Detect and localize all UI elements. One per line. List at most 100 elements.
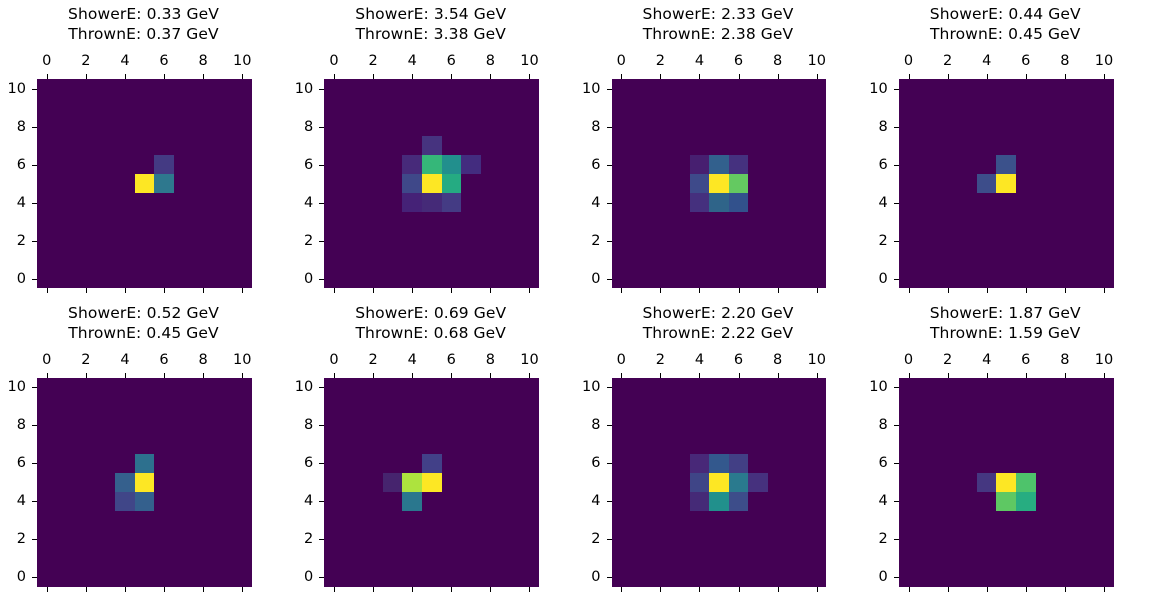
y-tick	[893, 387, 899, 388]
y-tick	[893, 202, 899, 204]
x-tick-bottom	[412, 288, 414, 293]
y-tick	[893, 501, 899, 502]
x-tick	[621, 74, 623, 79]
heatmap-cell	[500, 79, 520, 98]
y-tick-label: 8	[591, 118, 601, 135]
heatmap-cell	[134, 491, 155, 511]
y-tick-label: 0	[878, 569, 888, 585]
heatmap-cell	[37, 155, 57, 174]
heatmap-cell	[480, 269, 501, 288]
heatmap-cell	[1035, 453, 1056, 473]
heatmap-cell	[767, 212, 788, 231]
heatmap-cell	[232, 567, 252, 587]
heatmap-cell	[343, 269, 364, 288]
x-tick	[242, 74, 244, 79]
heatmap-cell	[421, 510, 442, 530]
x-tick-bottom	[986, 288, 988, 293]
heatmap-cell	[1016, 155, 1036, 174]
shower-energy-label: ShowerE: 3.54 GeV	[355, 5, 507, 23]
shower-panel: ShowerE: 0.52 GeV ThrownE: 0.45 GeV 0 2 4 6 8 1…	[0, 299, 287, 597]
heatmap-cell	[363, 155, 383, 174]
heatmap-cell	[748, 548, 768, 568]
x-tick	[738, 372, 740, 378]
panel-title: ShowerE: 3.54 GeV ThrownE: 3.38 GeV	[287, 4, 574, 44]
heatmap-cell	[500, 415, 520, 435]
heatmap-cell	[898, 250, 919, 269]
heatmap-cell	[918, 377, 938, 397]
y-tick	[606, 501, 612, 502]
heatmap-cell	[1035, 491, 1056, 511]
x-tick-bottom	[490, 586, 492, 592]
x-tick-label: 2	[942, 53, 953, 69]
heatmap-cell	[500, 193, 520, 212]
heatmap-cell	[748, 510, 768, 530]
heatmap-cell	[324, 250, 344, 269]
heatmap-cell	[363, 79, 383, 98]
heatmap-cell	[937, 529, 958, 549]
heatmap-cell	[480, 529, 501, 549]
y-tick-label: 6	[591, 455, 601, 471]
heatmap-cell	[519, 79, 540, 98]
x-tick-label: 8	[485, 53, 495, 69]
heatmap-cell	[441, 548, 462, 568]
x-tick-bottom	[46, 288, 48, 293]
x-tick-label: 2	[655, 351, 665, 368]
heatmap-cell	[1094, 510, 1114, 530]
x-tick-bottom	[777, 586, 779, 592]
heatmap-cell	[363, 491, 383, 511]
x-tick-bottom	[85, 586, 87, 592]
heatmap-cell	[193, 491, 213, 511]
heatmap-cell	[767, 529, 788, 549]
heatmap-cell	[976, 231, 997, 250]
heatmap-cell	[1016, 269, 1036, 288]
y-tick-label: 0	[591, 270, 601, 287]
heatmap-cell	[670, 117, 690, 136]
heatmap-cell	[1055, 117, 1075, 136]
heatmap-cell	[382, 136, 403, 155]
heatmap-cell	[115, 377, 135, 397]
heatmap-cell	[767, 98, 788, 117]
heatmap-cell	[1016, 510, 1036, 530]
heatmap-cell	[996, 567, 1017, 587]
heatmap-cell	[519, 117, 540, 136]
heatmap-cell	[519, 472, 540, 492]
heatmap-cell	[611, 472, 632, 492]
heatmap-cell	[324, 396, 344, 416]
heatmap-cell	[689, 491, 710, 511]
heatmap-grid	[898, 79, 1114, 288]
heatmap-cell	[154, 567, 174, 587]
y-tick-label: 6	[304, 156, 314, 173]
heatmap-cell	[1016, 231, 1036, 250]
heatmap-cell	[500, 548, 520, 568]
heatmap-cell	[363, 434, 383, 454]
heatmap-cell	[1094, 117, 1114, 136]
heatmap-cell	[519, 174, 540, 193]
x-tick-bottom	[621, 586, 623, 592]
y-tick-label: 10	[582, 80, 601, 97]
heatmap-cell	[918, 136, 938, 155]
heatmap-cell	[56, 396, 77, 416]
heatmap-cell	[212, 377, 233, 397]
heatmap-cell	[519, 415, 540, 435]
heatmap-cell	[76, 472, 96, 492]
heatmap-cell	[193, 269, 213, 288]
heatmap-cell	[937, 174, 958, 193]
heatmap-cell	[976, 250, 997, 269]
heatmap-cell	[193, 174, 213, 193]
heatmap-cell	[441, 136, 462, 155]
heatmap-cell	[363, 567, 383, 587]
heatmap-cell	[173, 250, 194, 269]
y-tick	[32, 278, 37, 280]
x-tick-label: 4	[407, 351, 417, 368]
heatmap-cell	[95, 136, 116, 155]
x-tick-label: 10	[1094, 351, 1114, 368]
heatmap-cell	[154, 136, 174, 155]
heatmap-cell	[709, 79, 729, 98]
heatmap-cell	[500, 529, 520, 549]
heatmap-cell	[56, 98, 77, 117]
heatmap-cell	[748, 377, 768, 397]
heatmap-cell	[767, 453, 788, 473]
heatmap-cell	[343, 136, 364, 155]
x-tick-label: 0	[616, 351, 626, 368]
heatmap-cell	[1035, 415, 1056, 435]
